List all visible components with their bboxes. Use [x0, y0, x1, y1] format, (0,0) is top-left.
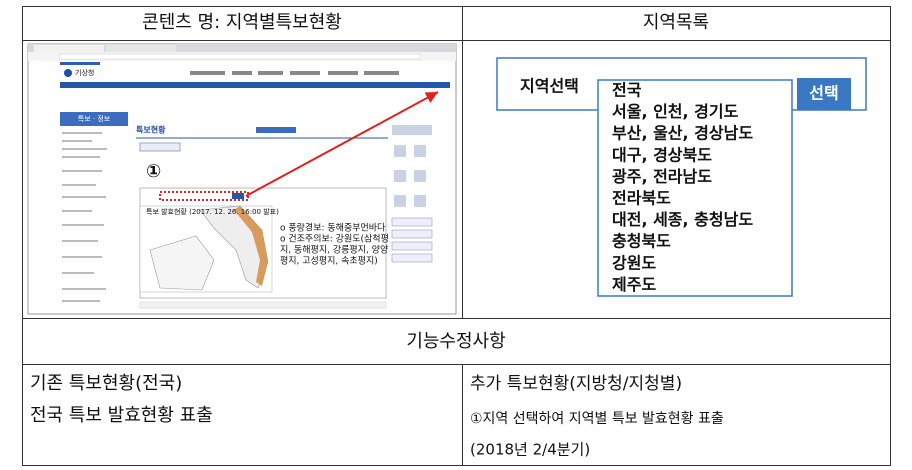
map-title: 특보 발효현황 (2017. 12. 26. 16:00 발표)	[146, 207, 279, 216]
page: 콘텐츠 명: 지역별특보현황 지역목록 기능수정사항 기존 특보현황(전국) 전…	[0, 0, 912, 470]
after-desc: ①지역 선택하여 지역별 특보 발효현황 표출	[470, 411, 724, 427]
document: 콘텐츠 명: 지역별특보현황 지역목록 기능수정사항 기존 특보현황(전국) 전…	[0, 0, 912, 470]
notice-line: 지, 동해평지, 강릉평지, 양양	[280, 245, 388, 256]
page-title: 특보현황	[136, 125, 166, 135]
selector-label: 지역선택	[520, 77, 579, 96]
header-cell: 콘텐츠 명: 지역별특보현황	[142, 12, 342, 33]
region-option[interactable]: 강원도	[612, 253, 656, 272]
region-option[interactable]: 광주, 전라남도	[612, 167, 712, 186]
notice-line: o 건조주의보: 강원도(삼척평	[280, 234, 389, 245]
header-cell: 지역목록	[643, 12, 709, 33]
region-option[interactable]: 대전, 세종, 충청남도	[612, 210, 753, 229]
region-option[interactable]: 전라북도	[612, 189, 671, 208]
region-option[interactable]: 제주도	[612, 275, 656, 294]
screenshot: 기상청 특보 · 정보 특보현황 특보 발효현황 (2017. 12. 26. …	[28, 44, 456, 314]
notice-line: o 풍랑경보: 동해중부먼바다	[280, 222, 386, 234]
before-title: 기존 특보현황(전국)	[30, 373, 182, 394]
region-option[interactable]: 전국	[612, 81, 642, 100]
region-option[interactable]: 충청북도	[612, 232, 671, 251]
notice-line: 평지, 고성평지, 속초평지)	[280, 256, 378, 267]
region-option[interactable]: 서울, 인천, 경기도	[612, 102, 739, 121]
before-desc: 전국 특보 발효현황 표출	[30, 405, 213, 426]
marker: ①	[146, 161, 161, 182]
sidebar-title: 특보 · 정보	[78, 114, 111, 123]
select-button-label[interactable]: 선택	[809, 84, 838, 103]
region-option[interactable]: 부산, 울산, 경상남도	[612, 124, 753, 143]
region-option[interactable]: 대구, 경상북도	[612, 145, 712, 164]
section-title: 기능수정사항	[406, 331, 505, 352]
after-period: (2018년 2/4분기)	[470, 441, 590, 459]
after-title: 추가 특보현황(지방청/지청별)	[470, 374, 682, 394]
site-name: 기상청	[75, 68, 94, 77]
